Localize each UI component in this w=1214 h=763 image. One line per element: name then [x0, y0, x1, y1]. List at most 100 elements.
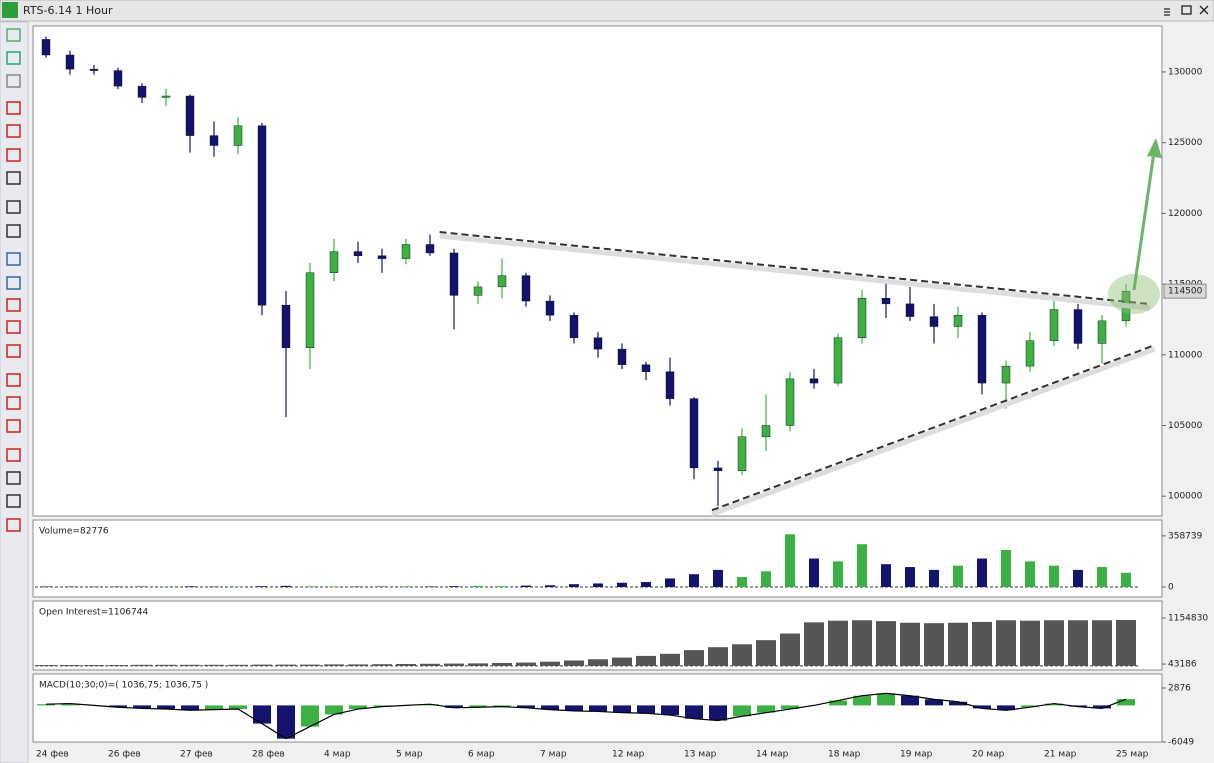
macd-bar — [229, 705, 247, 710]
candle-body — [473, 286, 483, 296]
last-price-box — [1163, 283, 1207, 299]
volume-bar — [809, 558, 819, 588]
oi-bar — [396, 663, 416, 666]
oi-bar — [732, 644, 752, 666]
volume-bar — [545, 585, 555, 588]
close-button[interactable] — [1199, 5, 1209, 15]
volume-bar — [1073, 569, 1083, 588]
candle-body — [665, 371, 675, 399]
oi-bar — [228, 664, 248, 666]
tool-button[interactable] — [6, 74, 21, 88]
candle-body — [281, 305, 291, 348]
macd-bar — [1093, 705, 1111, 709]
oi-bar — [636, 655, 656, 666]
tool-button[interactable] — [6, 28, 21, 42]
tool-button[interactable] — [6, 148, 21, 162]
tool-button[interactable] — [6, 448, 21, 462]
tool-button[interactable] — [6, 124, 21, 138]
volume-bar — [401, 586, 411, 588]
maximize-button[interactable] — [1181, 5, 1192, 15]
volume-bar — [665, 578, 675, 588]
oi-bar — [588, 659, 608, 666]
oi-bar — [924, 623, 944, 666]
volume-bar — [977, 558, 987, 588]
x-tick-label: 13 мар — [684, 750, 717, 760]
volume-bar — [449, 586, 459, 588]
volume-bar — [41, 586, 51, 588]
volume-bar — [329, 586, 339, 588]
menu-button[interactable] — [1164, 8, 1170, 16]
candle-body — [1025, 340, 1035, 367]
y-tick-label: 0 — [1168, 583, 1174, 593]
volume-bar — [1121, 572, 1131, 588]
oi-bar — [516, 662, 536, 666]
tool-button[interactable] — [6, 471, 21, 485]
tool-button[interactable] — [6, 252, 21, 266]
x-tick-label: 19 мар — [900, 750, 933, 760]
macd-bar — [565, 705, 583, 711]
tool-button[interactable] — [6, 419, 21, 433]
app-icon — [2, 2, 18, 18]
macd-bar — [133, 705, 151, 709]
oi-bar — [132, 664, 152, 666]
oi-bar — [660, 653, 680, 666]
x-tick-label: 24 фев — [36, 750, 69, 760]
macd-bar — [373, 705, 391, 707]
volume-bar — [257, 586, 267, 588]
macd-bar — [1117, 699, 1135, 706]
oi-bar — [852, 620, 872, 666]
candle-body — [833, 337, 843, 384]
macd-bar — [445, 705, 463, 708]
tool-button[interactable] — [6, 320, 21, 334]
candle-body — [953, 314, 963, 327]
macd-bar — [637, 705, 655, 714]
candle-body — [41, 39, 51, 56]
oi-bar — [276, 664, 296, 666]
oi-bar — [420, 663, 440, 666]
oi-bar — [1068, 620, 1088, 666]
volume-bar — [497, 586, 507, 588]
macd-bar — [109, 705, 127, 708]
window-title: RTS-6.14 1 Hour — [23, 4, 113, 17]
candle-body — [257, 125, 267, 306]
oi-bar — [60, 665, 80, 666]
tool-button[interactable] — [6, 276, 21, 290]
x-tick-label: 26 фев — [108, 750, 141, 760]
tool-button[interactable] — [6, 171, 21, 185]
tool-button[interactable] — [6, 344, 21, 358]
macd-bar — [1045, 703, 1063, 706]
candle-body — [1001, 365, 1011, 384]
volume-bar — [1049, 565, 1059, 588]
last-price-label: 114500 — [1168, 287, 1203, 297]
x-tick-label: 25 мар — [1116, 750, 1149, 760]
oi-bar — [1020, 620, 1040, 666]
oi-bar — [1092, 620, 1112, 666]
macd-bar — [157, 705, 175, 710]
oi-bar — [876, 621, 896, 666]
tool-button[interactable] — [6, 298, 21, 312]
breakout-highlight — [1108, 274, 1160, 314]
macd-bar — [37, 704, 55, 706]
tool-button[interactable] — [6, 101, 21, 115]
oi-bar — [684, 650, 704, 666]
y-tick-label: 110000 — [1168, 350, 1203, 360]
tool-button[interactable] — [6, 51, 21, 65]
oi-bar — [372, 664, 392, 666]
oi-bar — [996, 620, 1016, 666]
tool-button[interactable] — [6, 494, 21, 508]
tool-button[interactable] — [6, 373, 21, 387]
volume-bar — [881, 564, 891, 588]
x-tick-label: 5 мар — [396, 750, 423, 760]
candle-body — [305, 272, 315, 348]
tool-button[interactable] — [6, 200, 21, 214]
oi-bar — [780, 633, 800, 666]
tool-button[interactable] — [6, 224, 21, 238]
candle-body — [617, 348, 627, 365]
tool-button[interactable] — [6, 518, 21, 532]
oi-bar — [84, 665, 104, 666]
tool-button[interactable] — [6, 396, 21, 410]
macd-line — [45, 692, 1127, 740]
volume-bar — [281, 585, 291, 588]
candle-body — [137, 85, 147, 98]
macd-bar — [469, 705, 487, 708]
